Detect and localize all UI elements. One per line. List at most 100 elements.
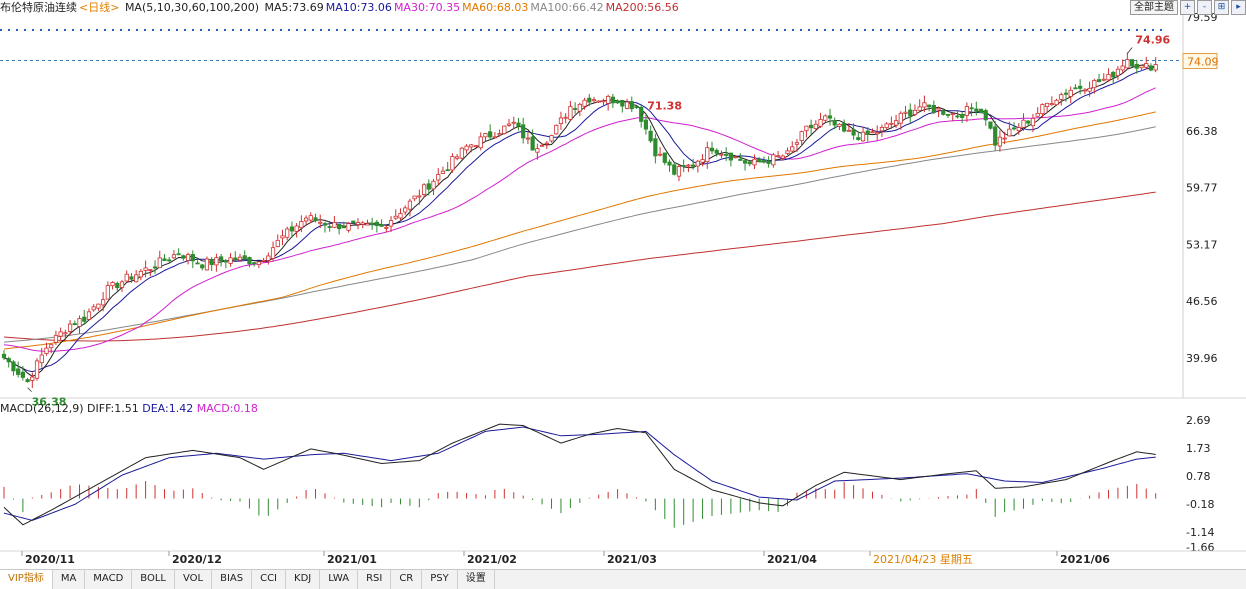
- candle-body: [44, 347, 49, 354]
- period-label[interactable]: <日线>: [79, 1, 120, 14]
- chart-toolbar: 全部主题 + - ⊞ ▸: [1130, 0, 1246, 15]
- candle-body: [1092, 80, 1097, 89]
- time-tick-label: 2021/04: [767, 553, 817, 566]
- candle-body: [223, 260, 228, 263]
- tab-0[interactable]: VIP指标: [0, 570, 53, 589]
- tab-11[interactable]: PSY: [422, 570, 458, 589]
- candle-body: [39, 354, 44, 364]
- candle-body: [157, 257, 162, 269]
- candle-body: [280, 235, 285, 239]
- candle-body: [256, 261, 261, 266]
- candle-body: [181, 255, 186, 259]
- ma-params: MA(5,10,30,60,100,200): [124, 1, 259, 14]
- layout-icon[interactable]: ⊞: [1214, 0, 1229, 15]
- candle-body: [761, 159, 767, 163]
- candle-body: [82, 316, 87, 322]
- candle-body: [917, 106, 922, 111]
- candle-body: [247, 257, 252, 265]
- candle-body: [969, 107, 974, 110]
- candle-body: [799, 131, 804, 141]
- candle-body: [709, 147, 715, 152]
- tab-8[interactable]: LWA: [320, 570, 359, 589]
- candle-body: [1129, 59, 1135, 67]
- next-icon[interactable]: ▸: [1231, 0, 1246, 15]
- candle-body: [997, 136, 1003, 147]
- candle-body: [610, 96, 615, 104]
- candle-body: [346, 223, 351, 231]
- price-tick-label: 39.96: [1186, 352, 1218, 365]
- candle-body: [927, 104, 932, 108]
- candle-body: [502, 125, 507, 134]
- tab-10[interactable]: CR: [391, 570, 423, 589]
- ma-legend-value: MA100:66.42: [530, 1, 604, 14]
- tab-7[interactable]: KDJ: [286, 570, 321, 589]
- candle-body: [525, 137, 531, 140]
- candle-body: [785, 150, 790, 155]
- candle-body: [974, 108, 979, 112]
- candle-body: [931, 104, 936, 113]
- theme-select-button[interactable]: 全部主题: [1130, 0, 1178, 15]
- candle-body: [101, 299, 106, 306]
- time-tick-label: 2020/11: [25, 553, 75, 566]
- candle-body: [1101, 78, 1106, 81]
- candle-body: [875, 132, 880, 135]
- tab-4[interactable]: VOL: [175, 570, 213, 589]
- candle-body: [115, 283, 120, 289]
- candle-body: [450, 156, 455, 171]
- candle-body: [903, 111, 908, 114]
- tab-9[interactable]: RSI: [358, 570, 392, 589]
- candle-body: [379, 224, 384, 227]
- candle-body: [738, 158, 743, 161]
- candle-body: [1078, 85, 1083, 89]
- price-grid: [0, 10, 1246, 399]
- candle-body: [752, 158, 757, 166]
- candle-body: [1021, 119, 1026, 128]
- candle-body: [176, 253, 181, 256]
- tab-12[interactable]: 设置: [458, 570, 495, 589]
- candle-body: [351, 220, 356, 224]
- candle-body: [695, 160, 700, 167]
- candle-body: [1148, 65, 1154, 71]
- zoom-out-icon[interactable]: -: [1197, 0, 1212, 15]
- tab-1[interactable]: MA: [53, 570, 86, 589]
- tab-2[interactable]: MACD: [85, 570, 133, 589]
- candle-body: [242, 255, 247, 259]
- candle-body: [945, 113, 951, 116]
- candle-body: [252, 262, 257, 264]
- macd-value: MACD:0.18: [196, 402, 258, 415]
- macd-legend: MACD(26,12,9) DIFF:1.51 DEA:1.42 MACD:0.…: [0, 401, 258, 416]
- candle-body: [58, 331, 63, 337]
- candle-body: [558, 117, 564, 124]
- candle-body: [804, 125, 809, 132]
- candle-body: [775, 155, 781, 158]
- candle-body: [407, 200, 413, 210]
- candle-body: [700, 159, 705, 163]
- candle-body: [535, 148, 540, 153]
- candle-body: [327, 226, 332, 228]
- candle-body: [341, 226, 346, 229]
- candle-body: [898, 112, 903, 124]
- macd-title: MACD(26,12,9): [0, 402, 84, 415]
- candle-body: [639, 107, 644, 122]
- macd-tick-label: -0.18: [1186, 498, 1214, 511]
- candle-body: [719, 153, 724, 156]
- candle-body: [596, 100, 601, 103]
- zoom-in-icon[interactable]: +: [1180, 0, 1195, 15]
- candle-body: [393, 215, 398, 219]
- candle-body: [662, 152, 667, 163]
- tab-5[interactable]: BIAS: [212, 570, 253, 589]
- candle-body: [1073, 87, 1078, 90]
- candle-body: [478, 136, 483, 149]
- tab-3[interactable]: BOLL: [132, 570, 175, 589]
- candle-body: [676, 166, 682, 177]
- candle-body: [1059, 94, 1064, 100]
- candle-body: [237, 256, 243, 261]
- candle-body: [266, 255, 271, 261]
- candle-body: [983, 110, 988, 121]
- candle-body: [388, 220, 394, 227]
- candle-body: [591, 99, 597, 102]
- tab-6[interactable]: CCI: [252, 570, 287, 589]
- candle-body: [313, 217, 318, 222]
- candle-body: [1, 353, 7, 359]
